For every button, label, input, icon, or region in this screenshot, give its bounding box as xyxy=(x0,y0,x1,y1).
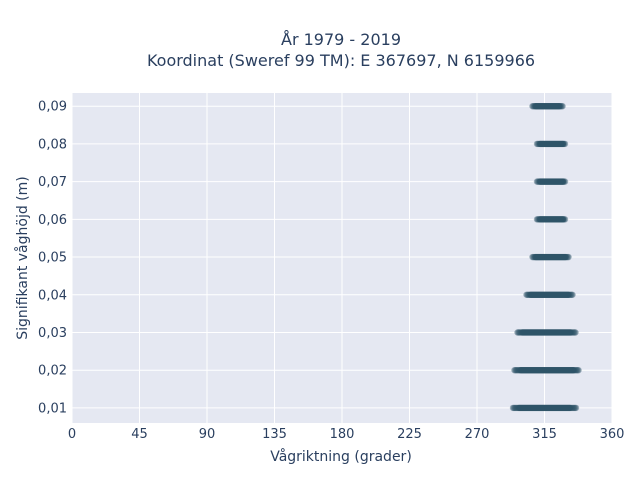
data-point xyxy=(559,216,567,223)
data-point xyxy=(560,178,568,185)
data-point xyxy=(574,367,581,374)
data-point xyxy=(511,367,518,374)
y-tick-label: 0,03 xyxy=(38,326,67,341)
y-tick-label: 0,02 xyxy=(38,364,67,379)
data-point xyxy=(571,367,578,374)
data-point xyxy=(561,140,569,148)
data-point xyxy=(566,291,573,298)
cluster-0.07 xyxy=(533,178,569,185)
data-point xyxy=(571,404,579,412)
data-point xyxy=(560,216,568,223)
y-tick-label: 0,05 xyxy=(38,251,67,266)
data-point xyxy=(512,367,519,374)
data-point xyxy=(566,404,574,412)
data-point xyxy=(556,103,563,110)
data-point xyxy=(570,404,578,412)
cluster-0.02 xyxy=(511,367,582,374)
data-points xyxy=(509,103,582,412)
y-tick-label: 0,04 xyxy=(38,288,67,303)
data-point xyxy=(572,329,579,336)
data-point xyxy=(559,103,566,110)
x-tick-label: 90 xyxy=(199,427,216,442)
y-tick-label: 0,09 xyxy=(38,100,67,115)
x-tick-label: 45 xyxy=(131,427,148,442)
data-point xyxy=(557,103,564,110)
x-tick-label: 180 xyxy=(330,427,355,442)
cluster-0.03 xyxy=(514,329,579,336)
data-point xyxy=(561,178,569,185)
data-point xyxy=(562,253,569,261)
data-point xyxy=(564,253,571,261)
data-point xyxy=(510,404,518,412)
data-point xyxy=(567,291,574,298)
x-tick-label: 135 xyxy=(262,427,287,442)
cluster-0.09 xyxy=(529,103,566,110)
cluster-0.08 xyxy=(533,140,569,148)
data-point xyxy=(558,103,565,110)
data-point xyxy=(568,329,575,336)
data-point xyxy=(559,178,567,185)
x-tick-label: 360 xyxy=(600,427,625,442)
x-tick-label: 0 xyxy=(68,427,76,442)
data-point xyxy=(567,329,574,336)
data-point xyxy=(572,367,579,374)
x-tick-label: 315 xyxy=(532,427,557,442)
data-point xyxy=(567,404,575,412)
data-point xyxy=(565,291,572,298)
cluster-0.06 xyxy=(533,216,569,223)
data-point xyxy=(559,140,567,148)
data-point xyxy=(570,367,577,374)
x-axis-title: Vågriktning (grader) xyxy=(270,448,412,465)
data-point xyxy=(561,216,569,223)
y-tick-label: 0,06 xyxy=(38,213,67,228)
data-point xyxy=(565,253,572,261)
data-point xyxy=(569,329,576,336)
y-axis-ticks: 0,01 0,02 0,03 0,04 0,05 0,06 0,07 0,08 0,09 xyxy=(38,100,67,417)
y-axis-title: Signifikant våghöjd (m) xyxy=(14,176,31,339)
y-tick-label: 0,01 xyxy=(38,401,67,416)
data-point xyxy=(568,404,576,412)
data-point xyxy=(514,329,521,336)
chart-title-line-1: År 1979 - 2019 xyxy=(281,30,401,49)
data-point xyxy=(569,404,577,412)
x-tick-label: 225 xyxy=(397,427,422,442)
y-tick-label: 0,08 xyxy=(38,137,67,152)
data-point xyxy=(573,367,580,374)
y-tick-label: 0,07 xyxy=(38,175,67,190)
x-axis-ticks: 0 45 90 135 180 225 270 315 360 xyxy=(68,427,625,442)
data-point xyxy=(570,329,577,336)
data-point xyxy=(568,291,575,298)
data-point xyxy=(560,140,568,148)
cluster-0.04 xyxy=(523,291,576,298)
x-tick-label: 270 xyxy=(465,427,490,442)
chart-title-line-2: Koordinat (Sweref 99 TM): E 367697, N 61… xyxy=(147,51,535,70)
data-point xyxy=(569,291,576,298)
data-point xyxy=(509,404,517,412)
data-point xyxy=(563,253,570,261)
data-point xyxy=(572,404,580,412)
data-point xyxy=(575,367,582,374)
cluster-0.01 xyxy=(509,404,580,412)
cluster-0.05 xyxy=(529,253,572,261)
data-point xyxy=(571,329,578,336)
